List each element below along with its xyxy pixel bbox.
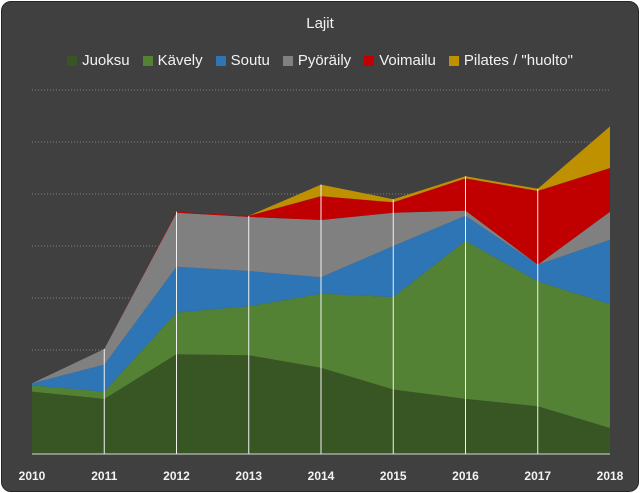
legend-swatch-5 xyxy=(448,55,459,66)
legend-swatch-1 xyxy=(142,55,153,66)
x-tick-label-8: 2018 xyxy=(597,469,624,483)
legend-swatch-3 xyxy=(282,55,293,66)
legend-item-3: Pyöräily xyxy=(282,52,352,69)
area-series-2 xyxy=(32,215,610,392)
x-tick-label-5: 2015 xyxy=(380,469,407,483)
legend-label-2: Soutu xyxy=(230,52,270,69)
chart-legend: Juoksu Kävely Soutu Pyöräily Voimailu Pilates… xyxy=(2,52,638,69)
legend-item-4: Voimailu xyxy=(364,52,436,69)
x-tick-label-2: 2012 xyxy=(163,469,190,483)
legend-item-2: Soutu xyxy=(215,52,270,69)
legend-item-0: Juoksu xyxy=(67,52,130,69)
x-tick-label-4: 2014 xyxy=(308,469,335,483)
legend-label-1: Kävely xyxy=(157,52,203,69)
legend-label-5: Pilates / "huolto" xyxy=(463,52,573,69)
legend-swatch-0 xyxy=(67,55,78,66)
chart-title: Lajit xyxy=(306,15,334,32)
x-tick-label-0: 2010 xyxy=(19,469,46,483)
legend-label-0: Juoksu xyxy=(82,52,130,69)
x-tick-label-6: 2016 xyxy=(452,469,479,483)
legend-swatch-4 xyxy=(364,55,375,66)
x-tick-label-7: 2017 xyxy=(524,469,551,483)
legend-item-5: Pilates / "huolto" xyxy=(448,52,573,69)
legend-item-1: Kävely xyxy=(142,52,203,69)
x-tick-label-3: 2013 xyxy=(235,469,262,483)
legend-swatch-2 xyxy=(215,55,226,66)
legend-label-4: Voimailu xyxy=(379,52,436,69)
legend-label-3: Pyöräily xyxy=(297,52,352,69)
x-tick-label-1: 2011 xyxy=(91,469,117,483)
